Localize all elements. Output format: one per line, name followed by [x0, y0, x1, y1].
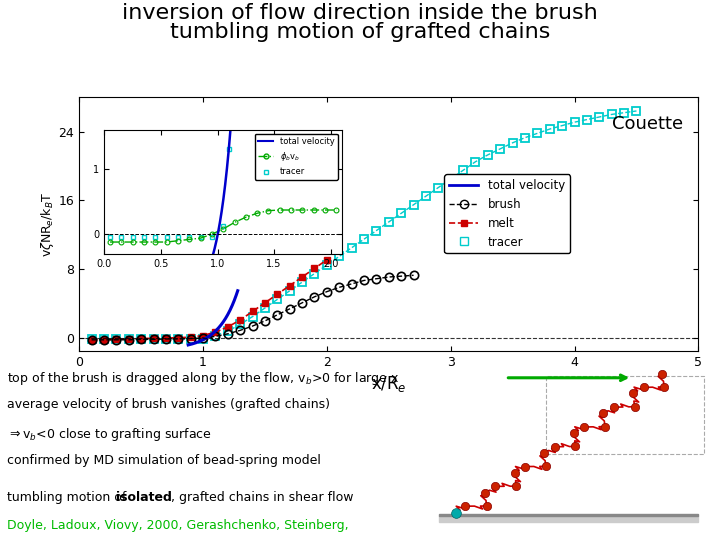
Y-axis label: v$\zeta$NR$_e$/k$_B$T: v$\zeta$NR$_e$/k$_B$T: [39, 192, 56, 256]
Text: Couette: Couette: [612, 115, 683, 133]
Bar: [439, 516, 698, 522]
Text: Doyle, Ladoux, Viovy, 2000, Gerashchenko, Steinberg,: Doyle, Ladoux, Viovy, 2000, Gerashchenko…: [7, 519, 348, 532]
Text: inversion of flow direction inside the brush: inversion of flow direction inside the b…: [122, 3, 598, 23]
Text: $\Rightarrow$v$_b$<0 close to grafting surface: $\Rightarrow$v$_b$<0 close to grafting s…: [7, 426, 212, 443]
Text: top of the brush is dragged along by the flow, v$_b$>0 for large x: top of the brush is dragged along by the…: [7, 370, 400, 387]
Text: tumbling motion of: tumbling motion of: [7, 491, 130, 504]
Bar: [546, 376, 704, 454]
Text: confirmed by MD simulation of bead-spring model: confirmed by MD simulation of bead-sprin…: [7, 454, 321, 467]
Bar: [439, 515, 698, 516]
Legend: total velocity, brush, melt, tracer: total velocity, brush, melt, tracer: [444, 174, 570, 253]
Text: isolated: isolated: [116, 491, 172, 504]
Legend: total velocity, $\phi_b$v$_b$, tracer: total velocity, $\phi_b$v$_b$, tracer: [255, 134, 338, 180]
X-axis label: x/R$_e$: x/R$_e$: [371, 374, 407, 394]
Text: tumbling motion of grafted chains: tumbling motion of grafted chains: [170, 22, 550, 42]
Text: , grafted chains in shear flow: , grafted chains in shear flow: [171, 491, 353, 504]
Text: average velocity of brush vanishes (grafted chains): average velocity of brush vanishes (graf…: [7, 398, 330, 411]
